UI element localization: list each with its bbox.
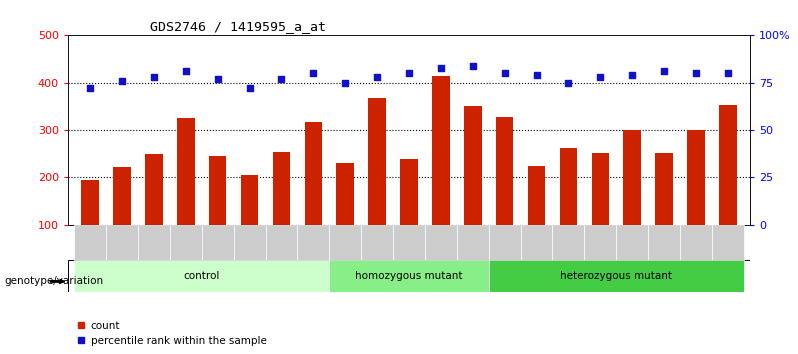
Point <box>466 63 479 69</box>
Text: genotype/variation: genotype/variation <box>4 276 103 286</box>
Bar <box>552 225 584 260</box>
Text: control: control <box>184 271 220 281</box>
Point <box>339 80 352 86</box>
Point <box>658 69 670 74</box>
Point <box>275 76 288 82</box>
Bar <box>527 166 545 272</box>
Bar <box>719 105 737 272</box>
Bar <box>170 225 202 260</box>
Bar <box>623 130 641 272</box>
Bar <box>687 130 705 272</box>
Point <box>594 74 606 80</box>
Bar <box>559 148 577 272</box>
Text: GDS2746 / 1419595_a_at: GDS2746 / 1419595_a_at <box>150 20 326 33</box>
Bar <box>584 225 616 260</box>
Point <box>211 76 224 82</box>
Bar <box>273 152 290 272</box>
Bar <box>401 159 417 272</box>
Bar <box>81 180 99 272</box>
Bar <box>520 225 552 260</box>
Point <box>562 80 575 86</box>
Point <box>402 70 415 76</box>
Bar <box>106 225 138 260</box>
Bar <box>456 225 488 260</box>
Point <box>530 72 543 78</box>
Point <box>116 78 128 84</box>
Bar <box>209 156 227 272</box>
Bar <box>74 225 106 260</box>
Point <box>148 74 160 80</box>
Point <box>371 74 384 80</box>
Bar <box>138 225 170 260</box>
Bar <box>369 98 386 272</box>
Bar <box>330 260 488 292</box>
Bar <box>330 225 361 260</box>
Point <box>84 86 97 91</box>
Bar <box>234 225 266 260</box>
Bar <box>361 225 393 260</box>
Bar <box>393 225 425 260</box>
Point <box>307 70 320 76</box>
Bar <box>655 153 673 272</box>
Bar <box>145 154 163 272</box>
Point <box>243 86 256 91</box>
Bar <box>74 260 330 292</box>
Text: heterozygous mutant: heterozygous mutant <box>560 271 672 281</box>
Bar <box>202 225 234 260</box>
Point <box>434 65 447 70</box>
Bar <box>337 163 354 272</box>
Bar <box>616 225 648 260</box>
Bar <box>712 225 744 260</box>
Bar <box>648 225 680 260</box>
Bar <box>266 225 298 260</box>
Bar <box>298 225 330 260</box>
Bar <box>113 167 131 272</box>
Point <box>498 70 511 76</box>
Text: homozygous mutant: homozygous mutant <box>355 271 463 281</box>
Bar <box>488 225 520 260</box>
Point <box>626 72 638 78</box>
Point <box>180 69 192 74</box>
Bar <box>464 107 481 272</box>
Bar <box>241 175 259 272</box>
Bar <box>425 225 456 260</box>
Bar <box>305 122 322 272</box>
Bar <box>432 76 449 272</box>
Bar <box>496 117 513 272</box>
Point <box>721 70 734 76</box>
Legend: count, percentile rank within the sample: count, percentile rank within the sample <box>73 317 271 350</box>
Bar <box>177 118 195 272</box>
Bar <box>680 225 712 260</box>
Bar <box>488 260 744 292</box>
Bar <box>591 153 609 272</box>
Point <box>689 70 702 76</box>
